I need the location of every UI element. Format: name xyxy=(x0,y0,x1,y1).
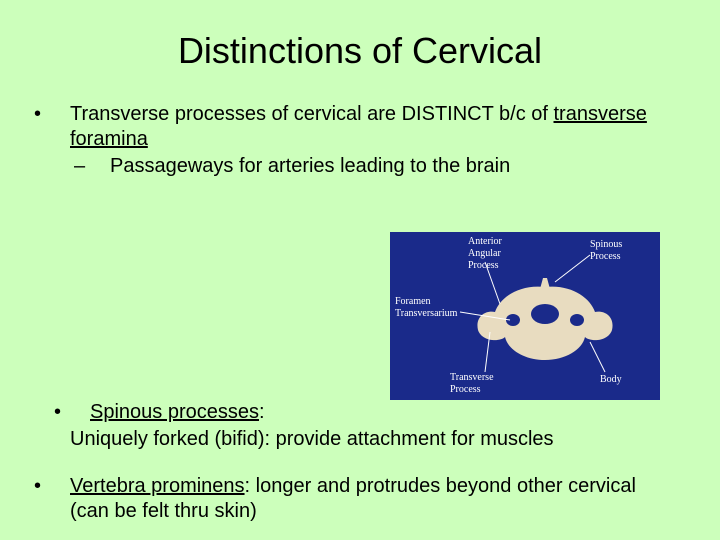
bullet-2-colon: : xyxy=(259,401,265,423)
label-transverse-2: Process xyxy=(450,384,481,395)
slide: Distinctions of Cervical •Transverse pro… xyxy=(0,0,720,540)
spacer xyxy=(40,452,680,474)
label-anterior-2: Angular xyxy=(468,248,501,259)
label-transverse-1: Transverse xyxy=(450,372,494,383)
bullet-1-sub: –Passageways for arteries leading to the… xyxy=(110,154,680,179)
label-spinous-1: Spinous xyxy=(590,239,622,250)
anatomy-figure: Spinous Process Anterior Angular Process… xyxy=(390,232,660,400)
label-anterior-3: Process xyxy=(468,260,499,271)
foramen-center xyxy=(531,304,559,324)
bullet-3: •Vertebra prominens: longer and protrude… xyxy=(70,474,680,524)
label-foramen-1: Foramen xyxy=(395,296,431,307)
bullet-dot-icon: • xyxy=(52,102,70,127)
foramen-right xyxy=(570,314,584,326)
label-body: Body xyxy=(600,374,622,385)
bullet-2-body: Uniquely forked (bifid): provide attachm… xyxy=(70,427,680,452)
bullet-3-underlined: Vertebra prominens xyxy=(70,475,245,497)
bullet-dot-icon: • xyxy=(72,400,90,425)
bullet-1: •Transverse processes of cervical are DI… xyxy=(70,102,680,152)
slide-title: Distinctions of Cervical xyxy=(40,30,680,72)
lower-text-block: •Spinous processes: Uniquely forked (bif… xyxy=(40,400,680,526)
dash-icon: – xyxy=(92,154,110,179)
bullet-1-lead: Transverse processes of cervical are DIS… xyxy=(70,103,554,125)
bullet-1-sub-text: Passageways for arteries leading to the … xyxy=(110,155,510,177)
label-anterior-1: Anterior xyxy=(468,236,503,247)
bullet-2-underlined: Spinous processes xyxy=(90,401,259,423)
bullet-dot-icon: • xyxy=(52,474,70,499)
bullet-2: •Spinous processes: xyxy=(90,400,680,425)
label-foramen-2: Transversarium xyxy=(395,308,458,319)
label-spinous-2: Process xyxy=(590,251,621,262)
vertebra-svg: Spinous Process Anterior Angular Process… xyxy=(390,232,660,400)
